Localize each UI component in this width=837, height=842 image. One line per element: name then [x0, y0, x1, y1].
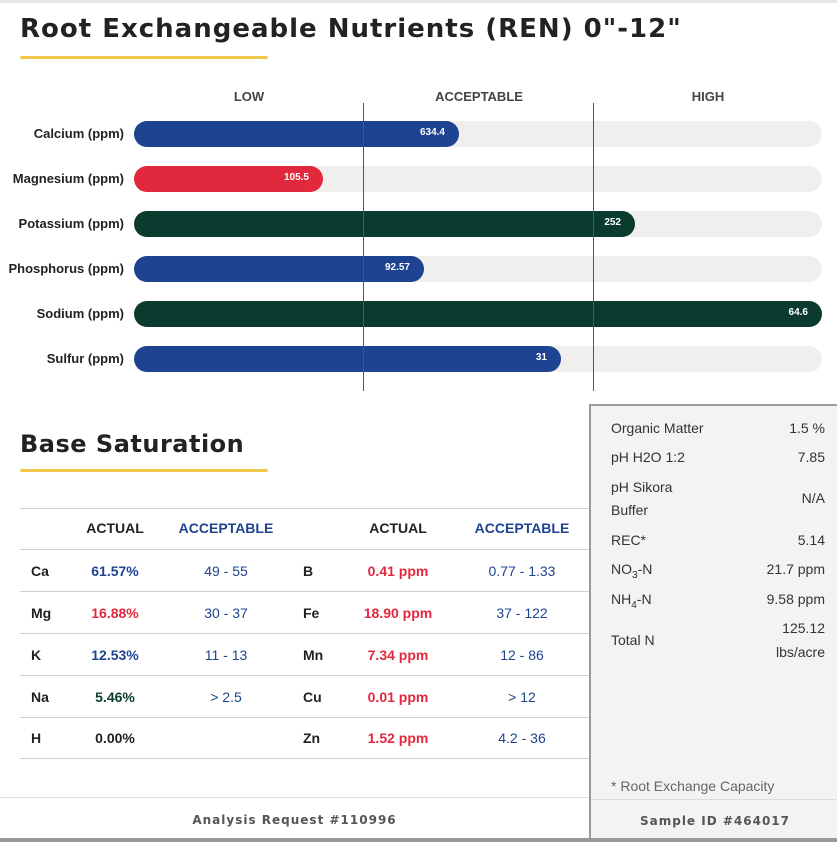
nutrient-bar-track: 31 [134, 346, 822, 372]
nutrient-bar-track: 64.6 [134, 301, 822, 327]
organic-matter-value: 1.5 % [789, 420, 825, 436]
low-acceptable-divider [363, 103, 364, 391]
column-high: HIGH [691, 89, 725, 104]
ph-sikora-label-2: Buffer [611, 502, 649, 518]
actual-value: 0.00% [95, 730, 135, 746]
column-low: LOW [233, 89, 265, 104]
footer-left: Analysis Request #110996 [0, 797, 589, 840]
table-header-rule [20, 549, 590, 550]
analysis-request: Analysis Request #110996 [192, 813, 397, 827]
bottom-border [0, 838, 837, 842]
nutrient-value: 64.6 [788, 307, 808, 318]
nutrient-bar: 64.6 [134, 301, 822, 327]
table-row-rule [20, 591, 590, 592]
nutrient-value: 92.57 [384, 262, 410, 273]
acceptable-range: 11 - 13 [204, 647, 248, 663]
micronutrient-actual: 7.34 ppm [367, 647, 429, 663]
micronutrient-label: B [303, 563, 314, 579]
base-saturation-underline [20, 469, 268, 472]
total-n-label: Total N [611, 632, 655, 648]
micronutrient-actual: 1.52 ppm [367, 730, 429, 746]
nutrient-value: 634.4 [419, 127, 445, 138]
header-acceptable-micronutrients: ACCEPTABLE [474, 520, 570, 536]
table-top-rule [20, 508, 590, 509]
rec-value: 5.14 [797, 532, 825, 548]
nutrient-value: 105.5 [283, 172, 309, 183]
element-label: Na [31, 689, 49, 705]
micronutrient-range: 0.77 - 1.33 [488, 563, 556, 579]
ren-title-underline [20, 56, 268, 59]
header-acceptable: ACCEPTABLE [178, 520, 274, 536]
panel-footer-rule [591, 799, 837, 800]
ph-sikora-value: N/A [801, 490, 825, 506]
actual-value: 12.53% [91, 647, 139, 663]
ammonium-label: NH4-N [611, 591, 652, 611]
micronutrient-range: 4.2 - 36 [498, 730, 546, 746]
ph-label: pH H2O 1:2 [611, 449, 685, 465]
ph-sikora-label: pH Sikora [611, 479, 673, 495]
nutrient-label: Potassium (ppm) [18, 216, 124, 231]
base-saturation-title: Base Saturation [20, 430, 245, 458]
table-row-rule [20, 633, 590, 634]
nitrate-label: NO3-N [611, 561, 653, 581]
actual-value: 5.46% [95, 689, 135, 705]
micronutrient-range: > 12 [508, 689, 536, 705]
header-actual-micronutrients: ACTUAL [369, 520, 427, 536]
sample-id: Sample ID #464017 [639, 814, 791, 828]
nutrient-bar: 105.5 [134, 166, 323, 192]
element-label: H [31, 730, 42, 746]
soil-properties-panel: Organic Matter 1.5 % pH H2O 1:2 7.85 pH … [589, 404, 837, 840]
acceptable-range: 49 - 55 [204, 563, 248, 579]
micronutrient-range: 37 - 122 [496, 605, 548, 621]
element-label: K [31, 647, 42, 663]
nutrient-label: Phosphorus (ppm) [8, 261, 124, 276]
actual-value: 16.88% [91, 605, 139, 621]
nutrient-value: 252 [604, 217, 621, 228]
nutrient-value: 31 [535, 352, 547, 363]
nitrate-value: 21.7 ppm [766, 561, 825, 577]
rec-footnote: * Root Exchange Capacity [611, 778, 775, 794]
micronutrient-label: Zn [303, 730, 321, 746]
ren-title: Root Exchangeable Nutrients (REN) 0"-12" [20, 14, 682, 44]
nutrient-label: Sodium (ppm) [36, 306, 124, 321]
nutrient-bar: 252 [134, 211, 635, 237]
micronutrient-label: Cu [303, 689, 322, 705]
nutrient-bar-track: 92.57 [134, 256, 822, 282]
micronutrient-label: Fe [303, 605, 320, 621]
element-label: Ca [31, 563, 49, 579]
table-row-rule [20, 717, 590, 718]
top-border [0, 0, 837, 3]
nutrient-bar: 31 [134, 346, 561, 372]
nutrient-bar-track: 634.4 [134, 121, 822, 147]
nutrient-label: Calcium (ppm) [33, 126, 124, 141]
column-acceptable: ACCEPTABLE [435, 89, 523, 104]
actual-value: 61.57% [91, 563, 139, 579]
micronutrient-actual: 0.41 ppm [367, 563, 429, 579]
micronutrient-actual: 18.90 ppm [363, 605, 433, 621]
nutrient-label: Magnesium (ppm) [12, 171, 124, 186]
header-actual: ACTUAL [86, 520, 144, 536]
nutrient-label: Sulfur (ppm) [46, 351, 124, 366]
micronutrient-label: Mn [303, 647, 324, 663]
table-row-rule [20, 675, 590, 676]
organic-matter-label: Organic Matter [611, 420, 704, 436]
acceptable-range: 30 - 37 [204, 605, 248, 621]
table-bottom-rule [20, 758, 590, 759]
ammonium-value: 9.58 ppm [766, 591, 825, 607]
ph-value: 7.85 [797, 449, 825, 465]
micronutrient-range: 12 - 86 [500, 647, 544, 663]
nutrient-bar: 92.57 [134, 256, 424, 282]
rec-label: REC* [611, 532, 647, 548]
acceptable-range: > 2.5 [210, 689, 242, 705]
acceptable-high-divider [593, 103, 594, 391]
nutrient-bar-track: 252 [134, 211, 822, 237]
total-n-unit: lbs/acre [775, 644, 825, 660]
micronutrient-actual: 0.01 ppm [367, 689, 429, 705]
nutrient-bar-track: 105.5 [134, 166, 822, 192]
element-label: Mg [31, 605, 52, 621]
total-n-value: 125.12 [782, 620, 825, 636]
nutrient-bar: 634.4 [134, 121, 459, 147]
